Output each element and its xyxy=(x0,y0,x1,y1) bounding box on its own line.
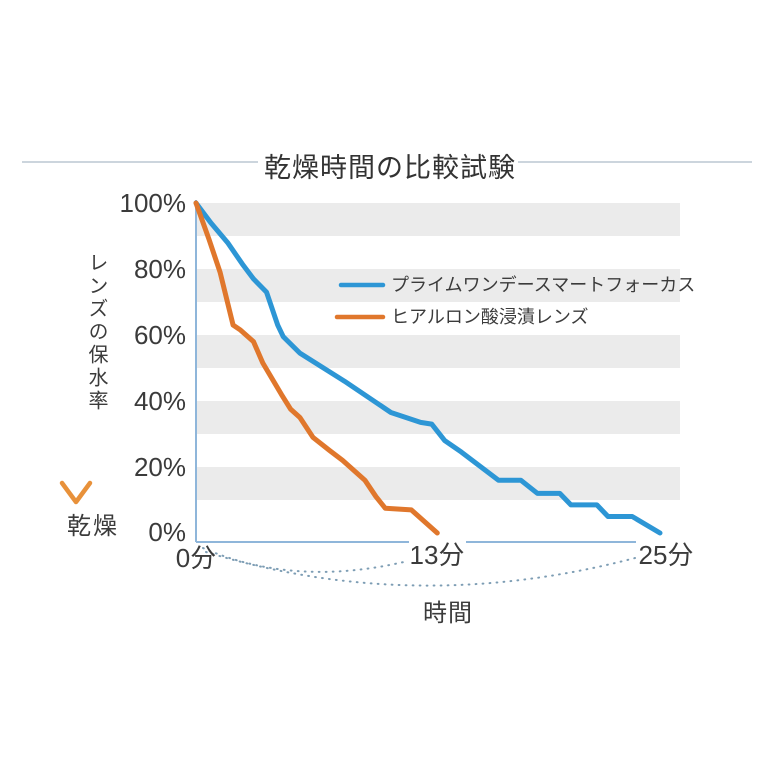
y-tick-label-20: 20% xyxy=(133,452,186,482)
x-tick-label-25min: 25分 xyxy=(638,540,694,570)
x-axis-title: 時間 xyxy=(423,600,473,627)
series-line-hyaluronic xyxy=(193,200,440,536)
y-tick-label-0: 0% xyxy=(148,517,186,547)
dry-state-label: 乾燥 xyxy=(67,513,119,540)
x-tick-label-0min: 0分 xyxy=(175,543,217,573)
moisture-arrow-head-icon xyxy=(59,480,93,505)
series-line-smart-focus xyxy=(193,200,663,536)
x-tick-label-13min: 13分 xyxy=(409,540,465,570)
y-tick-label-40: 40% xyxy=(133,386,186,416)
legend-label-smart-focus: プライムワンデースマートフォーカス xyxy=(391,275,696,295)
y-tick-label-80: 80% xyxy=(133,254,186,284)
legend-label-hyaluronic: ヒアルロン酸浸漬レンズ xyxy=(391,307,589,327)
title-separator-right xyxy=(518,161,752,163)
plot-background-stripes xyxy=(196,203,680,500)
y-axis-title: レンズの保水率 xyxy=(85,252,107,413)
time-arc-to-13min-icon xyxy=(202,547,409,573)
page-title: 乾燥時間の比較試験 xyxy=(264,153,516,183)
y-tick-label-100: 100% xyxy=(119,188,187,218)
title-separator-left xyxy=(22,161,258,163)
y-tick-label-60: 60% xyxy=(133,320,186,350)
